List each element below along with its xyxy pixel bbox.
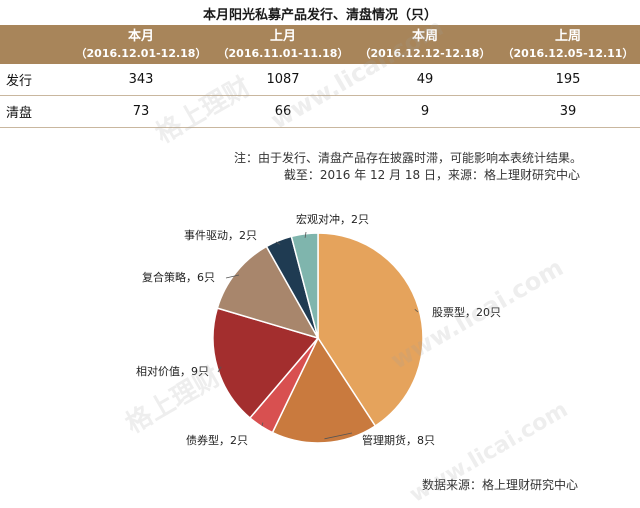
slice-label: 宏观对冲，2只 [296,212,369,226]
cutoff-note: 截至：2016 年 12 月 18 日，来源：格上理财研究中心 [283,168,580,182]
header-name: 本周 [411,28,438,44]
header-this-week: 本周 （2016.12.12-12.18） [354,25,496,64]
table-cell: 195 [496,64,640,96]
pie-slice [216,245,320,340]
row-label: 清盘 [0,95,70,128]
header-period: （2016.11.01-11.18） [217,46,349,60]
slice-label: 事件驱动，2只 [184,229,257,242]
slice-label: 相对价值，9只 [136,364,209,378]
leader-line [414,308,419,313]
stats-table: 本月 （2016.12.01-12.18） 上月 （2016.11.01-11.18… [0,25,640,128]
data-source: 数据来源：格上理财研究中心 [421,478,578,492]
header-corner [0,25,70,64]
table-cell: 9 [354,95,496,128]
header-name: 上周 [554,28,581,44]
table-row: 清盘 73 66 9 39 [0,95,640,128]
header-name: 本月 [127,28,154,44]
table-cell: 49 [354,64,496,96]
leader-line [225,274,240,279]
header-period: （2016.12.05-12.11） [502,46,634,60]
leader-line [261,422,264,427]
leader-line [217,366,222,373]
header-last-month: 上月 （2016.11.01-11.18） [212,25,354,64]
table-header-row: 本月 （2016.12.01-12.18） 上月 （2016.11.01-11.18… [0,25,640,64]
leader-line [304,231,307,238]
table-row: 发行 343 1087 49 195 [0,64,640,96]
pie-slice [271,336,377,444]
table-cell: 1087 [212,64,354,96]
leader-line [275,241,281,245]
slice-label: 管理期货，8只 [362,433,435,447]
table-cell: 39 [496,95,640,128]
table-cell: 73 [70,95,212,128]
header-period: （2016.12.01-12.18） [75,46,207,60]
leader-line [324,432,353,440]
slice-label: 股票型，20只 [432,305,501,319]
table-title: 本月阳光私募产品发行、清盘情况（只） [202,8,437,23]
slice-label: 复合策略，6只 [142,270,215,284]
header-name: 上月 [269,28,296,44]
table-cell: 343 [70,64,212,96]
row-label: 发行 [0,64,70,96]
slice-label: 债券型，2只 [186,433,248,447]
header-period: （2016.12.12-12.18） [359,46,491,60]
header-last-week: 上周 （2016.12.05-12.11） [496,25,640,64]
pie-slice [290,232,319,339]
header-this-month: 本月 （2016.12.01-12.18） [70,25,212,64]
table-note: 注：由于发行、清盘产品存在披露时滞，可能影响本表统计结果。 [233,151,582,165]
table-cell: 66 [212,95,354,128]
pie-slice [212,307,320,420]
